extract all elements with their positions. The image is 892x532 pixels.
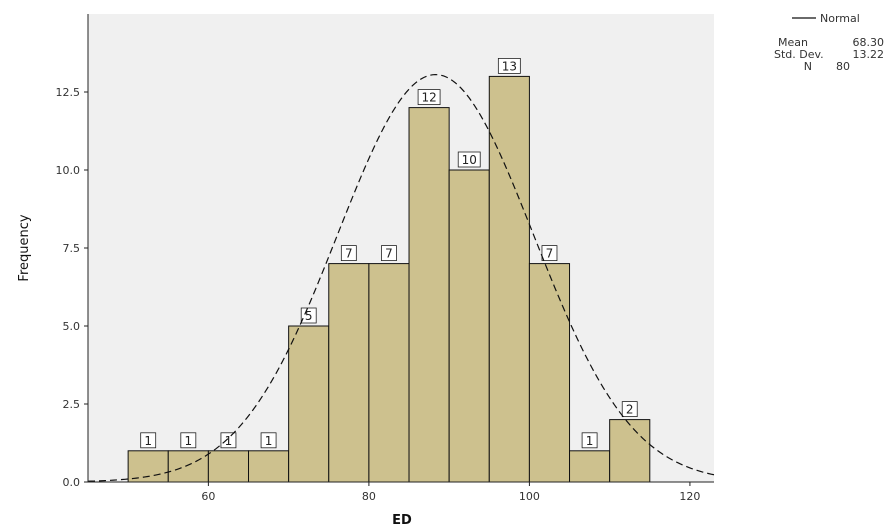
bar-value-label: 1 [144, 434, 152, 448]
histogram-bar [167, 450, 209, 483]
legend-normal-label: Normal [820, 12, 860, 25]
x-ticks-layer: 60 80 100 120 [201, 482, 700, 503]
bar-label-box [621, 401, 638, 418]
y-axis-title: Frequency [17, 214, 32, 281]
bar-label-box [541, 245, 558, 262]
histogram-bar [207, 450, 250, 483]
histogram-bar [528, 263, 571, 483]
y-tick-label: 10.0 [56, 164, 81, 177]
bar-label-box [381, 245, 397, 262]
y-tick-label: 12.5 [56, 86, 81, 99]
x-tick-label: 100 [519, 490, 540, 503]
legend-mean-label: Mean [778, 36, 808, 49]
bar-label-box [140, 432, 157, 449]
bar-label-box [220, 432, 237, 449]
x-tick-label: 120 [679, 490, 700, 503]
bar-label-box [497, 58, 521, 74]
legend-n-label: N [804, 60, 812, 73]
bar-value-label: 5 [305, 309, 313, 323]
bar-value-label: 7 [546, 247, 554, 261]
bar-value-label: 7 [385, 247, 393, 261]
legend: Normal Mean 68.30 Std. Dev. 13.22 N 80 [774, 12, 884, 73]
y-tick-label: 0.0 [63, 476, 81, 489]
bar-label-box [581, 432, 598, 449]
bar-label-box [180, 432, 197, 449]
legend-sd-label: Std. Dev. [774, 48, 824, 61]
bar-value-label: 1 [225, 434, 233, 448]
histogram-bar [127, 450, 169, 483]
histogram-bar [488, 75, 530, 483]
histogram-bar [368, 263, 410, 483]
bar-value-label: 1 [586, 434, 594, 448]
histogram-bar [569, 450, 611, 483]
bar-value-label: 13 [502, 59, 517, 73]
histogram-bar [328, 263, 370, 483]
y-tick-label: 5.0 [63, 320, 81, 333]
bar-label-box [457, 151, 481, 168]
y-tick-label: 2.5 [63, 398, 81, 411]
bar-value-label: 10 [462, 153, 477, 167]
legend-mean-value: 68.30 [853, 36, 885, 49]
x-tick-label: 60 [201, 490, 215, 503]
bar-value-label: 12 [421, 91, 436, 105]
bar-label-box [260, 432, 277, 449]
y-tick-label: 7.5 [63, 242, 81, 255]
bar-value-label: 1 [265, 434, 273, 448]
legend-sd-value: 13.22 [853, 48, 885, 61]
y-ticks-layer: 0.0 2.5 5.0 7.5 10.0 12.5 [56, 86, 88, 489]
legend-n-value: 80 [836, 60, 850, 73]
x-axis-title: ED [392, 513, 412, 528]
histogram-bar [288, 325, 330, 483]
histogram-bar [609, 419, 651, 483]
bars-layer [127, 75, 651, 483]
histogram-bar [408, 107, 450, 483]
bar-label-box [417, 89, 441, 105]
histogram-bar [248, 450, 290, 483]
bar-label-box [300, 307, 317, 324]
normal-curve [87, 73, 715, 482]
x-tick-label: 80 [362, 490, 376, 503]
bar-value-label: 7 [345, 247, 353, 261]
bar-value-label: 1 [185, 434, 193, 448]
bar-value-label: 2 [626, 403, 634, 417]
histogram-bar [448, 169, 490, 483]
bar-label-box [340, 245, 357, 262]
